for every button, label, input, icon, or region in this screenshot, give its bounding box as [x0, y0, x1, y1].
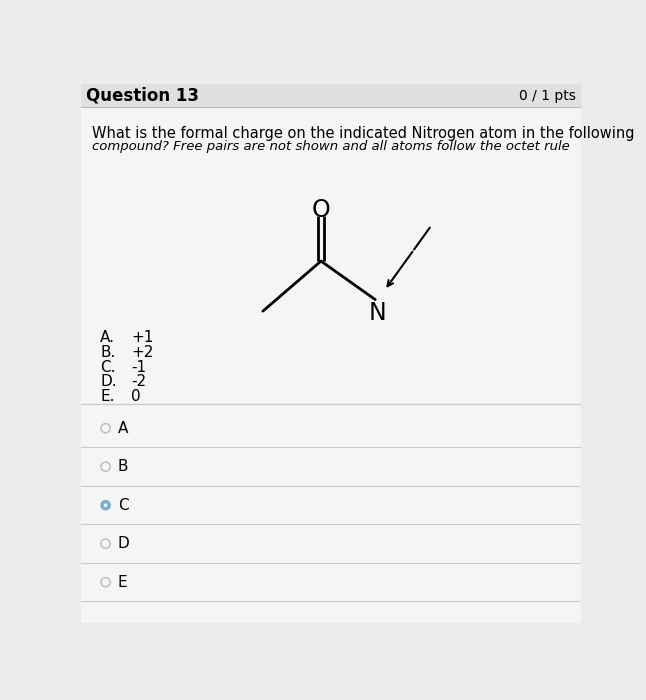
Circle shape [101, 424, 110, 433]
Text: A: A [118, 421, 129, 435]
Text: D: D [118, 536, 130, 551]
Text: -1: -1 [131, 360, 146, 374]
Text: 0: 0 [131, 389, 141, 404]
Text: D.: D. [100, 374, 117, 389]
Text: A.: A. [100, 330, 115, 345]
Text: N: N [369, 302, 386, 326]
Text: What is the formal charge on the indicated Nitrogen atom in the following: What is the formal charge on the indicat… [92, 126, 634, 141]
Text: -2: -2 [131, 374, 146, 389]
Circle shape [101, 578, 110, 587]
Bar [81, 84, 581, 107]
Circle shape [101, 500, 110, 510]
Text: compound? Free pairs are not shown and all atoms follow the octet rule: compound? Free pairs are not shown and a… [92, 140, 569, 153]
Text: Question 13: Question 13 [86, 87, 199, 104]
Text: E.: E. [100, 389, 114, 404]
Circle shape [101, 462, 110, 471]
Text: B.: B. [100, 345, 116, 360]
Text: B: B [118, 459, 129, 474]
Text: C: C [118, 498, 129, 512]
Text: 0 / 1 pts: 0 / 1 pts [519, 88, 576, 102]
Text: E: E [118, 575, 127, 589]
Text: O: O [311, 197, 330, 221]
Circle shape [104, 503, 107, 507]
Text: +2: +2 [131, 345, 154, 360]
Text: +1: +1 [131, 330, 154, 345]
Circle shape [101, 539, 110, 548]
Text: C.: C. [100, 360, 116, 374]
